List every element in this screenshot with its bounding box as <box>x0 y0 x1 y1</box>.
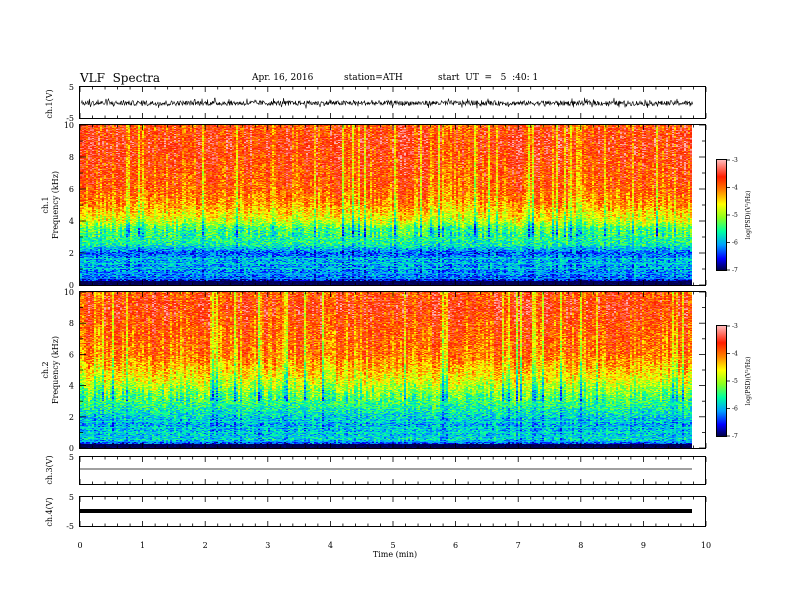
ch2-spectrogram-frame <box>79 291 706 449</box>
ch2-spectrogram-ylabel-line2: Frequency (kHz) <box>51 336 60 404</box>
x-axis-label: Time (min) <box>373 550 417 559</box>
x-tick-label: 9 <box>641 541 646 550</box>
ch1-colorbar-frame <box>716 159 727 271</box>
ch1-spectrogram-ylabel-line1: ch.1 <box>41 196 50 213</box>
ch1-colorbar-tick: -3 <box>732 157 738 164</box>
ch1-waveform-trace <box>80 97 694 109</box>
figure-title: VLF Spectra <box>80 71 161 85</box>
ch1-freq-tick-label: 0 <box>69 281 74 290</box>
ch2-colorbar-frame <box>716 325 727 437</box>
ch2-colorbar-tick: -5 <box>732 378 738 385</box>
x-tick-label: 0 <box>77 541 82 550</box>
ch2-colorbar-tick: -6 <box>732 406 738 413</box>
ch2-colorbar-label: log(PSD)(V²/Hz) <box>745 357 752 406</box>
ch1-colorbar-image <box>717 160 726 270</box>
date-label: Apr. 16, 2016 <box>252 73 314 83</box>
x-tick-label: 4 <box>328 541 333 550</box>
x-tick-label: 1 <box>140 541 145 550</box>
ch1-y-tick-label: 5 <box>69 83 74 92</box>
ch2-spectrogram-ylabel-line1: ch.2 <box>41 361 50 378</box>
ch1-spectrogram-ylabel-line2: Frequency (kHz) <box>51 171 60 239</box>
x-tick-label: 3 <box>265 541 270 550</box>
ch2-freq-tick-label: 10 <box>64 288 74 297</box>
ch1-spectrogram-image <box>80 125 692 285</box>
ch1-colorbar-label: log(PSD)(V²/Hz) <box>745 191 752 240</box>
ch1-colorbar-tick: -6 <box>732 240 738 247</box>
ch1-freq-tick-label: 4 <box>69 217 74 226</box>
ch4-y-tick-label: 5 <box>69 493 74 502</box>
ch2-freq-tick-label: 0 <box>69 444 74 453</box>
ch1-freq-tick-label: 2 <box>69 249 74 258</box>
ch2-freq-tick-label: 4 <box>69 382 74 391</box>
ch2-spectrogram-image <box>80 292 692 448</box>
station-label: station=ATH <box>344 73 403 83</box>
ch4-waveform-trace <box>80 509 692 513</box>
ch1-waveform-ylabel: ch.1(V) <box>45 89 54 118</box>
ch1-colorbar-tick: -4 <box>732 185 738 192</box>
ch2-freq-tick-label: 6 <box>69 350 74 359</box>
ch2-colorbar-tick: -4 <box>732 351 738 358</box>
ch3-waveform-frame <box>79 456 706 485</box>
ch4-waveform-frame <box>79 496 706 527</box>
ch1-colorbar-tick: -7 <box>732 267 738 274</box>
ch3-waveform-ylabel: ch.3(V) <box>45 455 54 484</box>
ch3-y-tick-label: 5 <box>69 453 74 462</box>
ch2-colorbar-image <box>717 326 726 436</box>
ch4-y-tick-label: -5 <box>66 522 74 531</box>
x-tick-label: 8 <box>578 541 583 550</box>
x-tick-label: 10 <box>701 541 711 550</box>
ch2-freq-tick-label: 8 <box>69 319 74 328</box>
x-tick-label: 7 <box>516 541 521 550</box>
ch2-colorbar-tick: -3 <box>732 323 738 330</box>
ch1-spectrogram-frame <box>79 124 706 286</box>
ch1-freq-tick-label: 8 <box>69 153 74 162</box>
ch2-freq-tick-label: 2 <box>69 413 74 422</box>
ch1-waveform-frame <box>79 86 706 119</box>
ch1-freq-tick-label: 6 <box>69 185 74 194</box>
ch1-freq-tick-label: 10 <box>64 121 74 130</box>
x-tick-label: 6 <box>453 541 458 550</box>
x-tick-label: 5 <box>390 541 395 550</box>
ch2-colorbar-tick: -7 <box>732 433 738 440</box>
ch4-waveform-ylabel: ch.4(V) <box>45 497 54 526</box>
x-tick-label: 2 <box>203 541 208 550</box>
ch1-y-tick-label: -5 <box>66 114 74 123</box>
ch1-colorbar-tick: -5 <box>732 212 738 219</box>
start-time-label: start UT = 5 :40: 1 <box>438 73 539 83</box>
